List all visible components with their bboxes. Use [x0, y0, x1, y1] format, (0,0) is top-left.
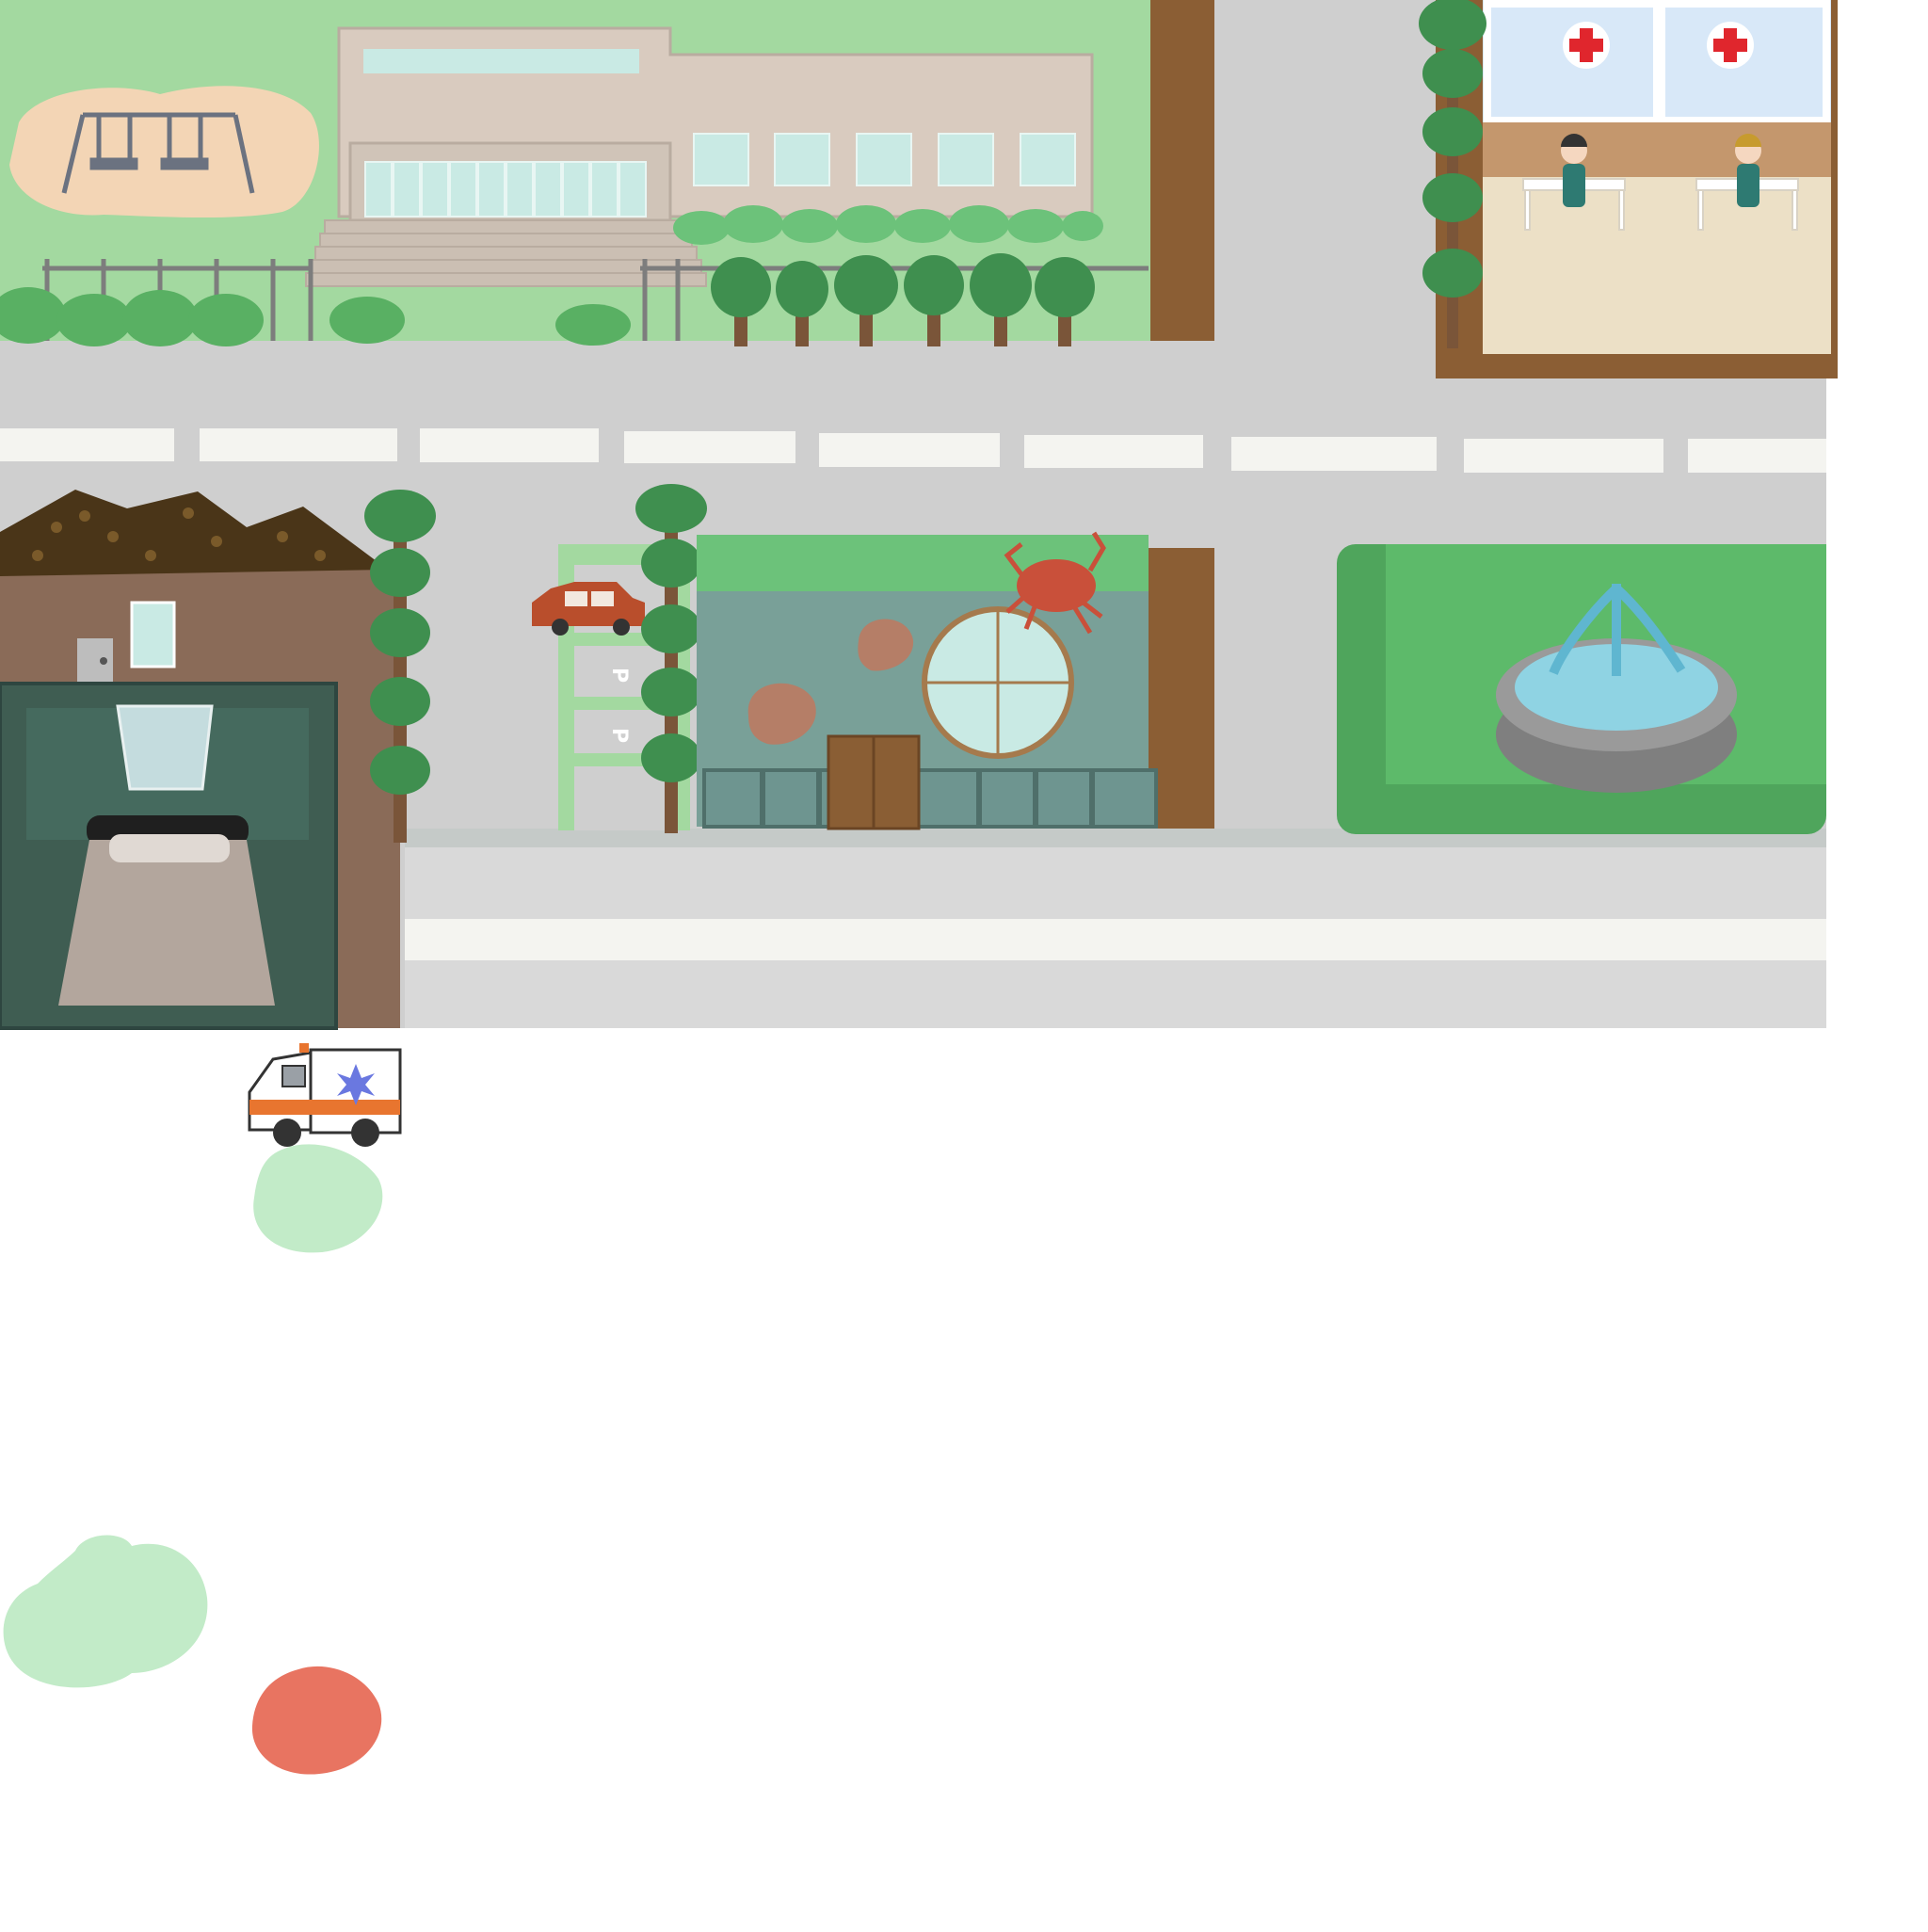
dirt-path-top [1150, 0, 1214, 341]
door-knob [100, 657, 107, 665]
car-icon [532, 582, 645, 636]
tree-icon [970, 253, 1032, 346]
swing-set-icon [61, 112, 255, 194]
fountain-park [1337, 544, 1826, 834]
tall-tree-icon [635, 484, 707, 833]
porthole-window [922, 606, 1074, 759]
parking-lot: P P [532, 484, 707, 833]
shop-door[interactable] [827, 734, 921, 830]
clinic-counter-wall [1483, 122, 1831, 177]
lane-markings [0, 428, 1826, 473]
seafood-shop [697, 531, 1214, 830]
tree-row [711, 253, 1095, 346]
school-steps [305, 219, 707, 287]
school-windows [693, 133, 1076, 186]
bed-icon [58, 840, 275, 1006]
light-green-marker[interactable] [247, 1141, 388, 1256]
clinic [1419, 0, 1838, 378]
tree-icon [834, 255, 898, 346]
road-stripe-bottom [405, 919, 1826, 960]
ambulance-icon[interactable] [248, 1043, 402, 1147]
nurse-icon [1561, 134, 1587, 207]
parking-letter: P [607, 728, 631, 743]
bush-left [0, 287, 631, 346]
clinic-floor [1483, 177, 1831, 354]
shell-icon [858, 619, 914, 671]
tree-icon [711, 257, 771, 346]
tree-icon [1035, 257, 1095, 346]
hedge-row [673, 205, 1103, 245]
house-roof [0, 490, 388, 576]
house-door [77, 638, 113, 684]
shell-icon [747, 683, 816, 745]
railing-posts [760, 770, 1095, 827]
school-block [0, 0, 1150, 346]
school-entrance-windows [364, 161, 647, 217]
tree-icon [776, 261, 828, 346]
tall-tree-icon [1419, 0, 1486, 348]
red-cross-icon [1563, 22, 1610, 69]
school-sign [363, 49, 639, 73]
tree-icon [904, 255, 964, 346]
house [0, 490, 436, 1030]
school-building [305, 26, 1094, 287]
light-green-marker-large[interactable] [0, 1532, 212, 1694]
shop-side-dirt [1149, 548, 1214, 829]
nurse-icon [1735, 134, 1761, 207]
red-marker[interactable] [247, 1664, 388, 1779]
roof-texture [32, 507, 326, 561]
clinic-window-frames [1484, 0, 1830, 124]
tall-tree-icon [364, 490, 436, 843]
playground-sand [9, 86, 319, 218]
bed-pillow [109, 834, 230, 862]
shop-railing [702, 768, 1158, 829]
house-window [130, 601, 176, 668]
parking-letter: P [607, 668, 631, 683]
crab-icon [1004, 531, 1106, 635]
fountain-icon[interactable] [1496, 584, 1737, 793]
mirror [116, 704, 214, 791]
red-cross-icon [1707, 22, 1754, 69]
